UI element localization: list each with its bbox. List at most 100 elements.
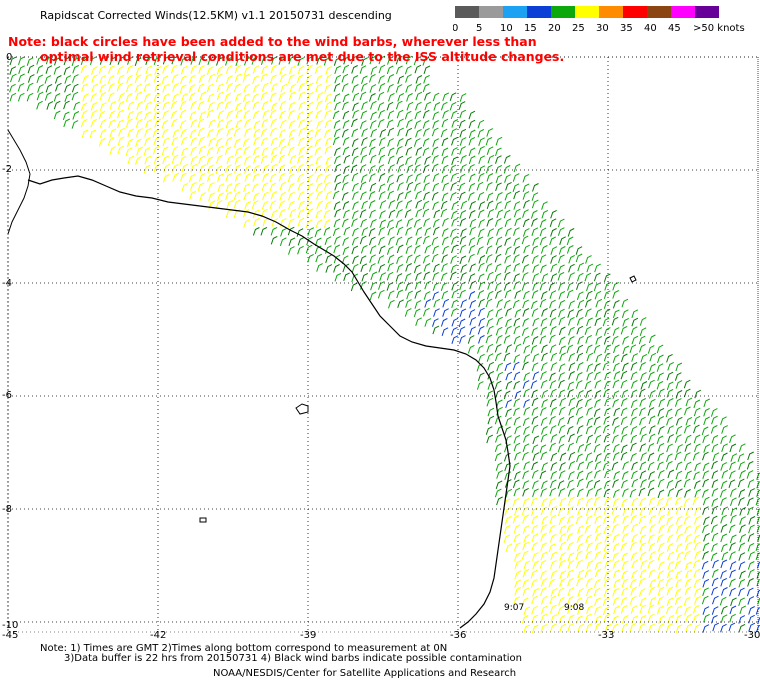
wind-barb	[576, 425, 584, 434]
wind-barb	[234, 64, 242, 74]
wind-barb	[541, 595, 548, 605]
wind-barb	[415, 199, 423, 209]
wind-barb	[532, 273, 539, 282]
wind-barb	[80, 64, 88, 74]
wind-barb	[341, 83, 349, 92]
wind-barb	[478, 317, 486, 327]
wind-barb	[674, 398, 682, 407]
wind-barb	[143, 164, 151, 174]
wind-barb	[226, 155, 234, 165]
wind-barb	[738, 597, 745, 607]
wind-barb	[684, 461, 692, 471]
wind-barb	[702, 542, 710, 552]
wind-barb	[523, 244, 530, 254]
wind-barb	[550, 560, 557, 569]
wind-barb	[144, 128, 151, 137]
wind-barb	[297, 209, 305, 218]
wind-barb	[181, 182, 189, 192]
wind-barb	[665, 496, 673, 506]
wind-barb	[270, 209, 278, 219]
wind-barb	[197, 118, 205, 128]
wind-barb	[613, 344, 620, 354]
wind-barb	[485, 298, 493, 308]
wind-barb	[333, 264, 340, 273]
wind-barb	[55, 82, 62, 92]
wind-barb	[153, 93, 161, 102]
wind-barb	[440, 272, 448, 282]
wind-barb	[71, 120, 79, 129]
wind-barb	[504, 516, 512, 525]
wind-barb	[216, 57, 223, 66]
wind-barb	[639, 534, 647, 544]
wind-barb	[575, 372, 583, 381]
wind-barb	[388, 209, 396, 219]
wind-barb	[676, 488, 683, 497]
wind-barb	[512, 361, 520, 371]
wind-barb	[648, 371, 655, 381]
wind-barb	[540, 317, 548, 327]
wind-barb	[729, 542, 736, 551]
wind-barb	[369, 165, 376, 174]
wind-barb	[558, 264, 565, 274]
wind-barb	[278, 172, 286, 182]
wind-barb	[657, 552, 665, 561]
wind-barb	[442, 109, 449, 119]
wind-barb	[485, 426, 493, 435]
wind-barb	[406, 174, 413, 183]
wind-barb	[215, 137, 223, 147]
wind-barb	[711, 460, 718, 470]
wind-barb	[676, 533, 683, 543]
legend-label: 40	[644, 23, 657, 33]
wind-barb	[136, 128, 143, 137]
wind-barb	[359, 164, 367, 173]
wind-barb	[190, 182, 197, 191]
wind-barb	[369, 93, 376, 102]
wind-barb	[559, 345, 566, 355]
wind-barb	[539, 236, 547, 246]
wind-barb	[359, 235, 367, 245]
wind-barb	[423, 218, 430, 227]
wind-barb	[225, 119, 233, 129]
wind-barb	[595, 524, 602, 534]
wind-barb	[422, 83, 430, 93]
wind-barb	[324, 164, 332, 174]
wind-barb	[665, 605, 673, 615]
wind-barb	[602, 597, 610, 606]
wind-barb	[395, 84, 403, 93]
pass-time-label: 9:07	[504, 603, 524, 613]
wind-barb	[504, 218, 512, 227]
wind-barb	[729, 605, 737, 615]
wind-barb	[378, 191, 386, 200]
wind-barb	[514, 542, 521, 551]
wind-barb	[505, 371, 513, 381]
wind-barb	[586, 560, 594, 569]
wind-barb	[666, 453, 673, 462]
wind-barb	[738, 542, 746, 552]
wind-barb	[226, 127, 234, 137]
wind-barb	[721, 587, 728, 596]
wind-barb	[369, 120, 377, 129]
wind-barb	[9, 83, 16, 93]
wind-barb	[512, 299, 520, 309]
wind-barb	[622, 345, 630, 355]
wind-barb	[666, 543, 674, 552]
color-legend: 0 5 10 15 20 25 30 35 40 45 >50 knots	[453, 6, 745, 33]
wind-barb	[262, 191, 269, 201]
wind-barb	[558, 406, 566, 416]
wind-barb	[648, 415, 656, 425]
wind-barb	[297, 245, 304, 255]
wind-barb	[747, 479, 755, 488]
wind-barb	[127, 155, 135, 165]
wind-barb	[90, 118, 98, 128]
wind-barb	[215, 165, 223, 175]
wind-barb	[405, 227, 412, 236]
wind-barb	[521, 615, 529, 624]
wind-barb	[703, 444, 711, 453]
wind-barb	[576, 577, 583, 587]
wind-barb	[594, 622, 602, 632]
wind-barb	[451, 281, 459, 291]
wind-barb	[324, 145, 332, 155]
wind-barb	[395, 219, 403, 228]
wind-barb	[307, 253, 314, 263]
wind-barb	[703, 532, 710, 542]
